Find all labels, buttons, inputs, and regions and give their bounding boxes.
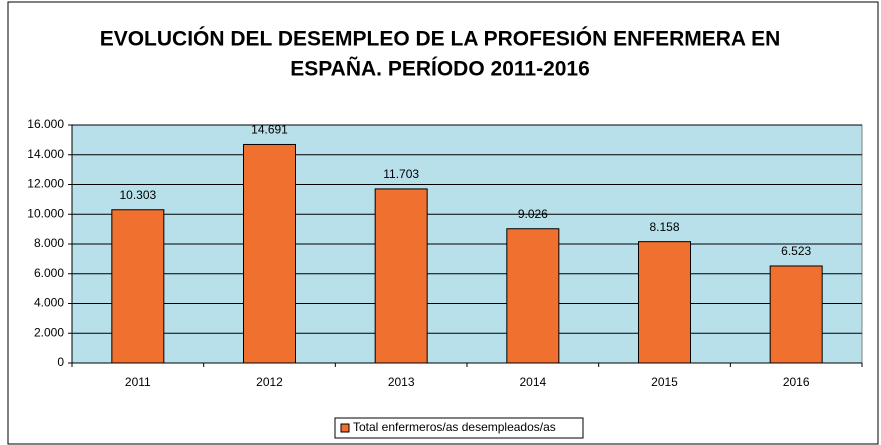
data-label: 11.703 (383, 167, 419, 181)
y-tick-label: 16.000 (27, 117, 64, 131)
x-tick-label: 2011 (125, 375, 151, 389)
y-tick-label: 4.000 (34, 296, 64, 310)
bar (506, 228, 560, 364)
chart-title: ESPAÑA. PERÍODO 2011-2016 (290, 58, 590, 81)
data-label: 6.523 (781, 244, 811, 258)
data-label: 9.026 (518, 207, 548, 221)
bar (243, 143, 296, 364)
x-tick-label: 2014 (519, 375, 546, 389)
legend-label: Total enfermeros/as desempleados/as (353, 420, 556, 434)
x-tick-label: 2012 (256, 375, 283, 389)
legend-box (334, 417, 584, 439)
x-tick-label: 2015 (651, 375, 678, 389)
chart-title: EVOLUCIÓN DEL DESEMPLEO DE LA PROFESIÓN … (100, 27, 781, 51)
bar (111, 209, 165, 364)
y-tick-label: 0 (57, 355, 64, 369)
y-tick-label: 14.000 (27, 147, 64, 161)
data-label: 10.303 (119, 188, 156, 202)
data-label: 14.691 (251, 123, 288, 137)
y-tick-label: 8.000 (34, 236, 64, 250)
x-tick-label: 2013 (388, 375, 415, 389)
y-tick-label: 2.000 (34, 325, 64, 339)
legend-swatch (340, 423, 350, 433)
bar (638, 241, 691, 364)
x-tick-label: 2016 (783, 375, 810, 389)
bar (374, 188, 428, 364)
y-tick-label: 6.000 (34, 266, 64, 280)
y-tick-label: 12.000 (27, 177, 64, 191)
y-tick-label: 10.000 (27, 206, 64, 220)
data-label: 8.158 (649, 220, 679, 234)
bar (769, 265, 823, 364)
